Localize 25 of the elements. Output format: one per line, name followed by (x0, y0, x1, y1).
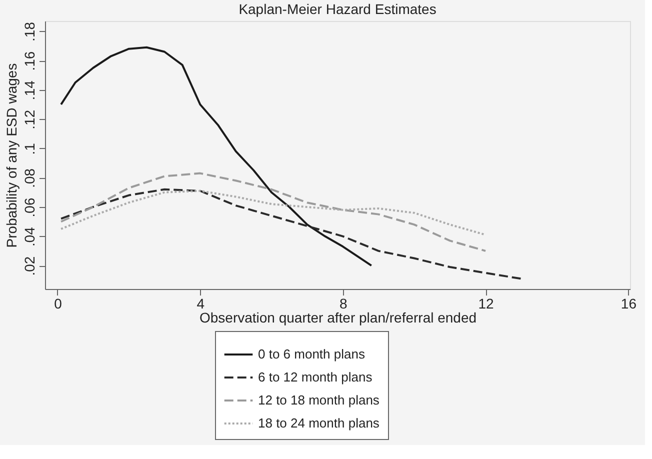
legend-label: 0 to 6 month plans (258, 346, 366, 362)
chart-title: Kaplan-Meier Hazard Estimates (238, 1, 436, 17)
line-series (60, 172, 487, 252)
legend-label: 18 to 24 month plans (258, 416, 380, 430)
legend-label: 6 to 12 month plans (258, 370, 373, 384)
line-series (60, 190, 487, 236)
line-series (60, 188, 522, 280)
y-tick-label: .1 (22, 142, 38, 155)
y-axis-title: Probability of any ESD wages (4, 63, 20, 248)
y-tick-label: .16 (22, 51, 38, 71)
legend-label: 12 to 18 month plans (258, 392, 380, 408)
y-tick-label: .08 (22, 168, 38, 188)
x-tick-label: 12 (478, 296, 494, 312)
y-tick-label: .04 (22, 226, 38, 247)
y-tick-label: .12 (22, 110, 38, 130)
y-tick-label: .14 (22, 80, 38, 100)
x-tick-label: 0 (54, 296, 62, 312)
x-tick-label: 16 (620, 296, 637, 312)
y-tick-label: .18 (22, 22, 38, 42)
y-tick-label: .02 (22, 256, 38, 276)
y-tick-label: .06 (22, 198, 38, 218)
x-axis-title: Observation quarter after plan/referral ended (199, 310, 477, 326)
x-tick-label: 4 (196, 296, 205, 312)
line-series (60, 46, 372, 267)
x-tick-label: 8 (339, 296, 348, 312)
